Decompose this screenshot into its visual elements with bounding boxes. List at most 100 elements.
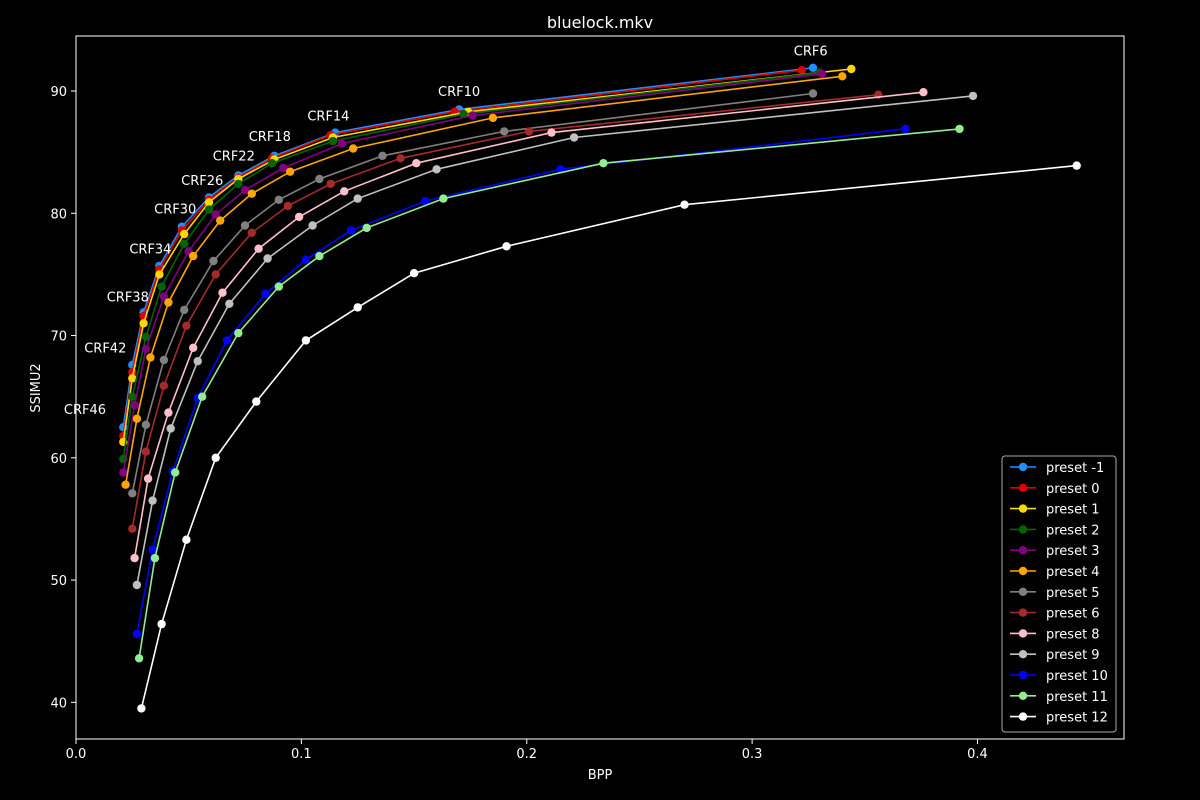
data-point <box>159 355 169 365</box>
data-point <box>569 133 579 142</box>
data-point <box>396 154 405 163</box>
data-point <box>252 397 261 406</box>
data-point <box>308 221 317 230</box>
series-preset-8 <box>130 88 928 563</box>
data-point <box>157 282 166 291</box>
data-point <box>315 174 324 184</box>
data-point <box>222 336 232 345</box>
data-point <box>500 127 509 136</box>
series-preset-1 <box>119 64 856 447</box>
data-point <box>211 453 220 462</box>
legend-entry-label: preset -1 <box>1046 461 1104 476</box>
data-point <box>346 226 356 235</box>
series-preset-12 <box>137 161 1081 713</box>
data-point <box>121 480 130 489</box>
legend-swatch-marker <box>1018 546 1028 555</box>
crf-label: CRF26 <box>181 174 223 189</box>
legend-entry-label: preset 5 <box>1046 586 1100 601</box>
series-preset-6 <box>128 90 883 533</box>
series-preset-3 <box>119 69 827 477</box>
legend-swatch-marker <box>1018 504 1028 513</box>
crf-label: CRF30 <box>154 202 196 217</box>
data-point <box>439 194 448 203</box>
y-tick-label: 80 <box>50 207 67 222</box>
data-point <box>180 305 189 315</box>
crf-label: CRF18 <box>249 130 291 145</box>
y-tick-label: 70 <box>50 330 67 345</box>
data-point <box>148 496 157 505</box>
data-point <box>141 447 151 456</box>
x-axis: 0.0 0.1 0.2 0.3 0.4 <box>66 739 988 762</box>
data-point <box>547 128 556 137</box>
data-point <box>353 303 362 312</box>
data-point <box>285 167 295 176</box>
data-point <box>680 200 689 209</box>
data-point <box>274 282 283 291</box>
legend-swatch-marker <box>1018 462 1028 472</box>
data-point <box>218 288 227 297</box>
crf-label: CRF42 <box>84 342 126 357</box>
legend-entry-label: preset 0 <box>1046 482 1100 497</box>
series-preset-4 <box>121 72 847 489</box>
data-point <box>247 228 256 237</box>
data-point <box>326 179 335 189</box>
crf-label: CRF34 <box>129 243 171 258</box>
legend-swatch-marker <box>1018 691 1028 700</box>
legend-entry-label: preset 10 <box>1046 669 1108 684</box>
crf-annotations: CRF6 CRF10 CRF14 CRF18 CRF22 CRF26 CRF30 CRF34 C… <box>64 45 828 418</box>
legend-swatch-marker <box>1018 670 1028 680</box>
data-point <box>134 654 144 663</box>
crf-label: CRF38 <box>107 290 149 305</box>
data-point <box>180 239 189 248</box>
data-point <box>247 189 256 198</box>
data-point <box>150 553 160 563</box>
data-point <box>204 205 214 214</box>
data-point <box>132 629 142 639</box>
data-point <box>817 69 827 79</box>
data-point <box>261 289 270 299</box>
data-point <box>139 319 148 328</box>
data-point <box>211 270 220 279</box>
data-point <box>128 524 137 533</box>
series-preset-9 <box>132 91 978 590</box>
data-point <box>349 144 358 153</box>
data-point <box>128 489 137 498</box>
data-point <box>159 292 169 301</box>
data-point <box>155 270 164 279</box>
chart-title: bluelock.mkv <box>547 13 653 32</box>
legend-swatch-marker <box>1018 712 1028 721</box>
data-point <box>468 111 477 120</box>
data-point <box>141 344 151 354</box>
data-point <box>254 244 263 253</box>
legend-entry-label: preset 1 <box>1046 503 1100 518</box>
data-point <box>234 179 243 189</box>
crf-label: CRF10 <box>438 85 480 100</box>
data-point <box>171 468 180 477</box>
data-point <box>119 431 128 440</box>
data-point <box>1072 161 1081 170</box>
data-point <box>137 704 146 713</box>
data-point <box>166 424 175 433</box>
data-point <box>240 221 250 230</box>
legend-entry-label: preset 3 <box>1046 544 1100 559</box>
crf-label: CRF14 <box>307 109 349 124</box>
series-preset-10 <box>132 124 910 639</box>
data-point <box>838 72 847 81</box>
data-point <box>234 328 243 338</box>
data-point <box>164 408 173 417</box>
crf-label: CRF22 <box>213 150 255 165</box>
data-point <box>315 251 324 261</box>
data-point <box>432 165 441 174</box>
data-point <box>353 194 362 203</box>
legend-entry-label: preset 12 <box>1046 711 1108 726</box>
data-point <box>502 242 511 251</box>
legend-entry-label: preset 6 <box>1046 607 1100 622</box>
y-tick-label: 40 <box>50 696 67 711</box>
data-point <box>263 254 272 263</box>
data-point <box>130 401 139 410</box>
data-point <box>204 198 214 207</box>
plot-area-frame <box>75 35 1125 740</box>
data-point <box>488 113 498 123</box>
data-point <box>409 269 419 278</box>
legend-swatch-marker <box>1018 483 1028 492</box>
